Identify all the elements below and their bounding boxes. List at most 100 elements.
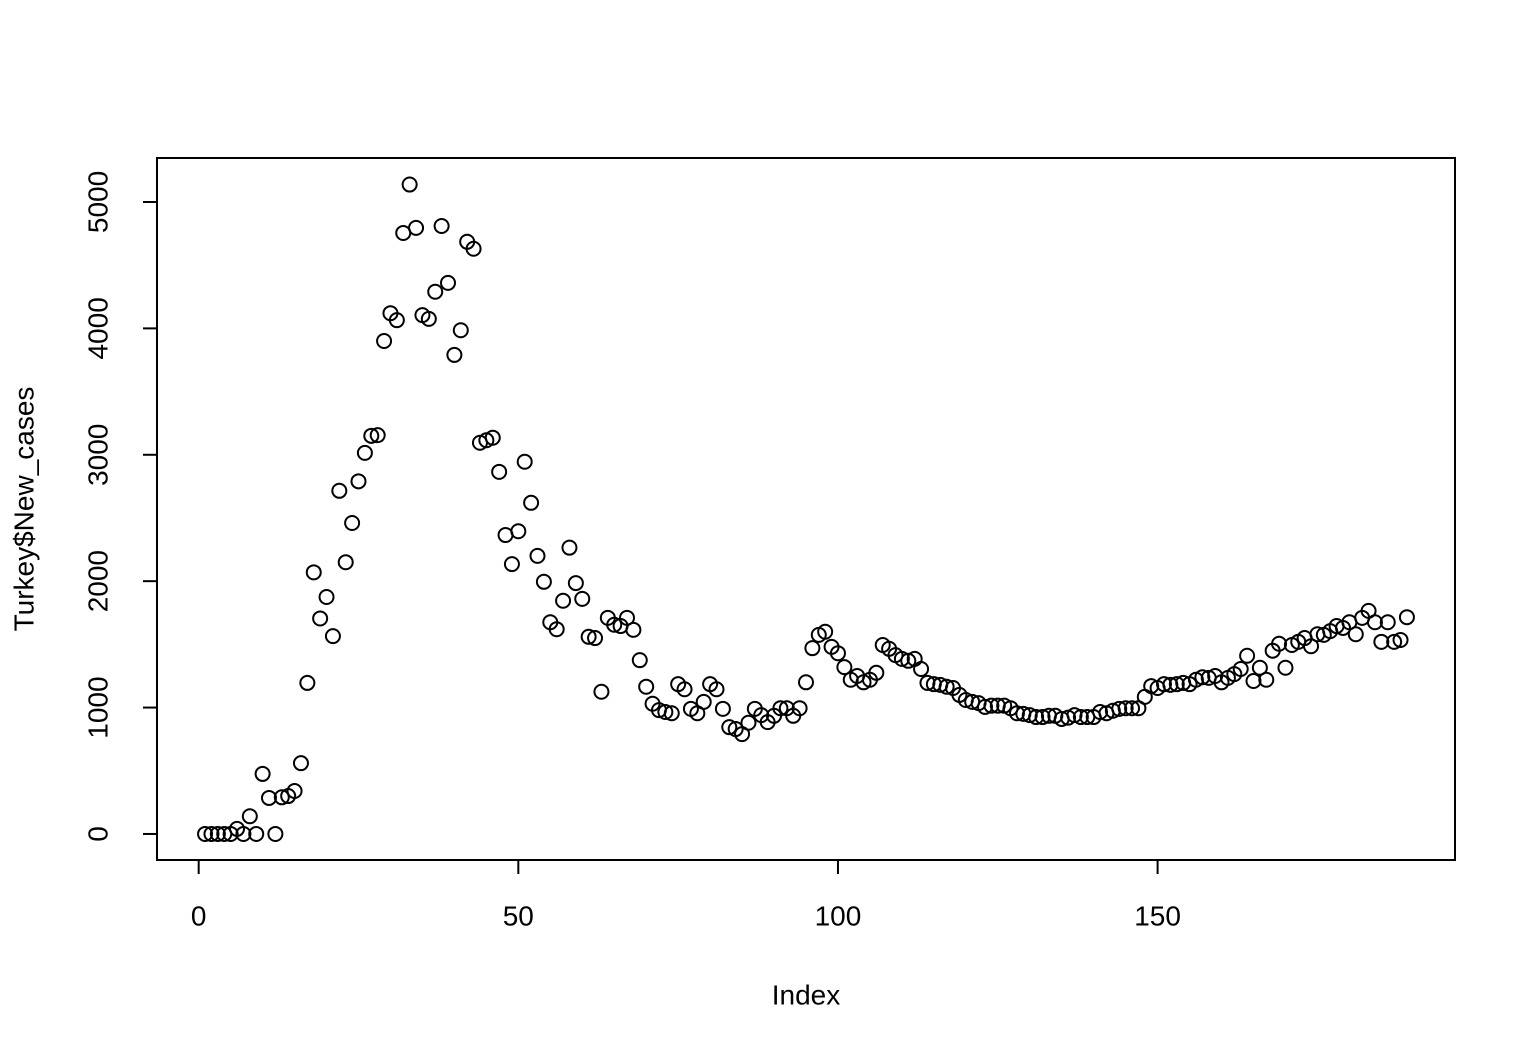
point (1347, 626, 1364, 643)
x-tick-label: 0 (191, 900, 207, 931)
point (209, 825, 226, 842)
point (791, 700, 808, 717)
point (1232, 661, 1249, 678)
point (376, 333, 393, 350)
point (893, 650, 910, 667)
point (465, 240, 482, 257)
point (1034, 709, 1051, 726)
point (516, 453, 533, 470)
point (235, 825, 252, 842)
point (1303, 638, 1320, 655)
point (1028, 709, 1045, 726)
point (580, 628, 597, 645)
point (983, 697, 1000, 714)
point (388, 312, 405, 329)
y-axis-label: Turkey$New_cases (8, 387, 39, 632)
point (638, 678, 655, 695)
point (440, 274, 457, 291)
point (657, 703, 674, 720)
point (900, 652, 917, 669)
point (587, 630, 604, 647)
point (1155, 676, 1172, 693)
point (1251, 659, 1268, 676)
point (1111, 700, 1128, 717)
point (1194, 669, 1211, 686)
point (254, 765, 271, 782)
point (1239, 647, 1256, 664)
point (484, 429, 501, 446)
point (1366, 614, 1383, 631)
point (350, 473, 367, 490)
point (267, 825, 284, 842)
point (695, 693, 712, 710)
point (676, 681, 693, 698)
point (1392, 631, 1409, 648)
point (631, 652, 648, 669)
point (561, 539, 578, 556)
point (868, 664, 885, 681)
plot-box (156, 157, 1456, 861)
point (197, 825, 214, 842)
point (804, 640, 821, 657)
point (292, 755, 309, 772)
point (1168, 676, 1185, 693)
point (318, 588, 335, 605)
point (555, 592, 572, 609)
point (446, 346, 463, 363)
point (312, 610, 329, 627)
point (1379, 614, 1396, 631)
point (535, 573, 552, 590)
point (241, 808, 258, 825)
point (356, 444, 373, 461)
point (273, 789, 290, 806)
y-tick-label: 2000 (82, 550, 113, 612)
point (1072, 709, 1089, 726)
point (714, 700, 731, 717)
point (1398, 609, 1415, 626)
point (452, 322, 469, 339)
point (529, 547, 546, 564)
point (593, 683, 610, 700)
point (1373, 633, 1390, 650)
point (829, 645, 846, 662)
point (548, 621, 565, 638)
point (619, 609, 636, 626)
point (976, 698, 993, 715)
point (913, 661, 930, 678)
y-tick-label: 1000 (82, 676, 113, 738)
point (1092, 703, 1109, 720)
point (523, 494, 540, 511)
point (1386, 633, 1403, 650)
point (1117, 700, 1134, 717)
point (1245, 673, 1262, 690)
point (203, 825, 220, 842)
x-axis-label: Index (772, 979, 841, 1010)
point (420, 310, 437, 327)
x-tick-label: 100 (815, 900, 862, 931)
point (510, 523, 527, 540)
point (1271, 635, 1288, 652)
point (663, 705, 680, 722)
point (324, 628, 341, 645)
point (1258, 671, 1275, 688)
point (491, 463, 508, 480)
point (1124, 700, 1141, 717)
point (708, 681, 725, 698)
point (331, 482, 348, 499)
point (772, 700, 789, 717)
point (286, 782, 303, 799)
y-tick-label: 0 (82, 826, 113, 842)
point (567, 575, 584, 592)
point (503, 556, 520, 573)
point (740, 714, 757, 731)
point (261, 789, 278, 806)
point (938, 678, 955, 695)
point (344, 515, 361, 532)
point (721, 719, 738, 736)
point (305, 564, 322, 581)
point (433, 218, 450, 235)
point (817, 623, 834, 640)
point (248, 825, 265, 842)
